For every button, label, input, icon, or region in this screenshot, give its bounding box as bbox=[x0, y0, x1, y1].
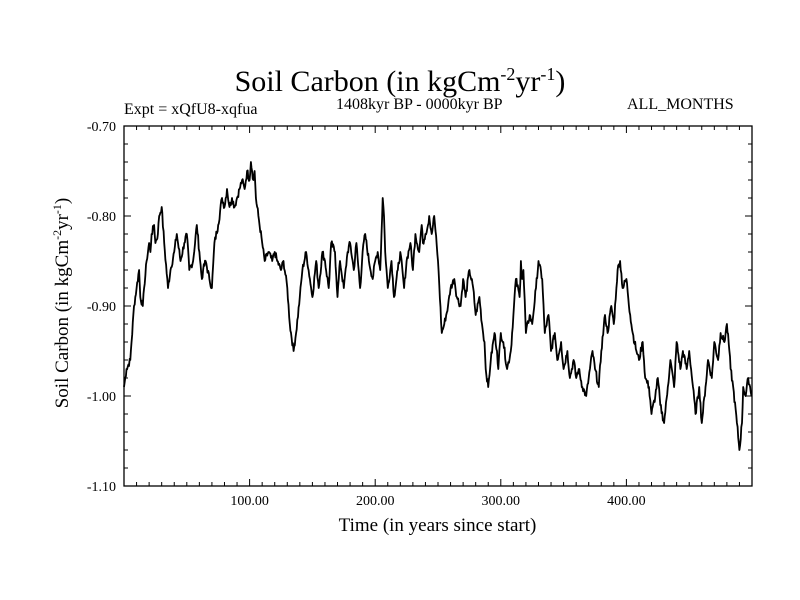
plot-frame bbox=[123, 125, 753, 487]
chart-subtitle: 1408kyr BP - 0000kyr BP bbox=[336, 96, 503, 113]
x-tick-label: 100.00 bbox=[230, 494, 269, 509]
series-line-soil-carbon bbox=[123, 161, 753, 451]
experiment-label: Expt = xQfU8-xqfua bbox=[124, 101, 258, 118]
y-tick-label: -1.00 bbox=[87, 390, 116, 405]
chart-title: Soil Carbon (in kgCm-2yr-1) bbox=[234, 64, 566, 98]
y-axis-label: Soil Carbon (in kgCm-2yr-1) bbox=[49, 197, 74, 409]
x-axis-label: Time (in years since start) bbox=[338, 515, 537, 536]
x-tick-label: 400.00 bbox=[607, 494, 646, 509]
months-label: ALL_MONTHS bbox=[627, 96, 734, 113]
x-tick-label: 300.00 bbox=[482, 494, 521, 509]
x-tick-label: 200.00 bbox=[356, 494, 395, 509]
y-tick-label: -0.80 bbox=[87, 210, 116, 225]
y-tick-label: -1.10 bbox=[87, 480, 116, 495]
y-tick-label: -0.70 bbox=[87, 120, 116, 135]
y-tick-label: -0.90 bbox=[87, 300, 116, 315]
